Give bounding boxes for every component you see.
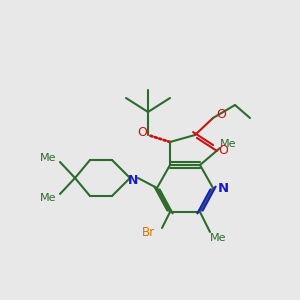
Text: Me: Me xyxy=(220,139,236,149)
Text: Me: Me xyxy=(40,153,56,163)
Text: Me: Me xyxy=(40,193,56,203)
Text: N: N xyxy=(218,182,229,194)
Text: O: O xyxy=(218,145,228,158)
Text: N: N xyxy=(128,173,138,187)
Text: O: O xyxy=(137,127,147,140)
Text: Br: Br xyxy=(141,226,154,238)
Text: Me: Me xyxy=(210,233,226,243)
Text: O: O xyxy=(216,107,226,121)
